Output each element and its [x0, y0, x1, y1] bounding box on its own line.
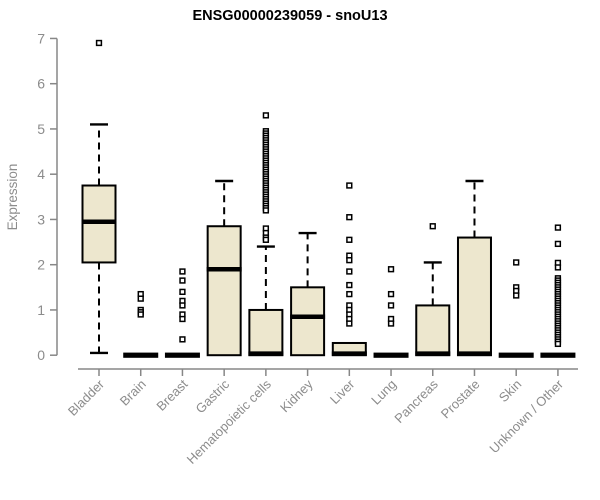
outlier-point	[179, 277, 186, 284]
x-tick-label: Gastric	[193, 376, 233, 416]
outlier-point	[554, 340, 562, 348]
x-tick-label: Bladder	[65, 376, 108, 419]
outlier-point	[554, 264, 562, 271]
box	[290, 286, 326, 357]
x-tick-label: Liver	[327, 376, 358, 407]
outlier-point	[346, 257, 353, 264]
x-tick-label: Pancreas	[391, 376, 441, 426]
chart-title: ENSG00000239059 - snoU13	[192, 8, 388, 24]
x-tick-label: Skin	[496, 377, 524, 405]
y-tick-label: 2	[37, 257, 45, 273]
collapsed-box	[540, 352, 576, 358]
y-tick-label: 0	[37, 347, 45, 363]
outlier-point	[179, 336, 186, 343]
x-tick-label: Unknown / Other	[486, 376, 566, 456]
outlier-point	[262, 207, 270, 214]
collapsed-box	[498, 352, 534, 358]
outlier-point	[262, 112, 270, 119]
y-tick-label: 4	[37, 166, 45, 182]
x-tick-label: Brain	[117, 377, 149, 409]
outlier-point	[346, 214, 353, 221]
outlier-point	[262, 236, 270, 243]
y-tick-label: 3	[37, 211, 45, 227]
outlier-point	[387, 290, 395, 298]
outlier-point	[346, 320, 353, 327]
outlier-point	[513, 259, 520, 266]
outlier-point	[346, 281, 353, 289]
outlier-point	[179, 268, 186, 275]
outlier-point	[346, 236, 353, 243]
outlier-point	[346, 290, 353, 298]
box	[248, 308, 284, 357]
outlier-point	[179, 302, 186, 309]
outlier-point	[346, 182, 353, 189]
x-tick-label: Breast	[153, 376, 190, 413]
box	[415, 304, 451, 357]
outlier-point	[554, 224, 562, 231]
outlier-point	[137, 311, 144, 318]
outlier-point	[387, 302, 395, 309]
collapsed-box	[373, 352, 409, 358]
outlier-point	[179, 315, 186, 323]
outlier-point	[137, 295, 144, 302]
outlier-point	[95, 39, 103, 47]
outlier-point	[346, 268, 353, 275]
box	[206, 225, 242, 357]
box	[456, 236, 492, 357]
outlier-point	[513, 292, 520, 299]
outlier-point	[387, 266, 395, 273]
x-tick-label: Kidney	[277, 376, 316, 415]
x-tick-label: Prostate	[438, 377, 483, 422]
y-axis-label: Expression	[5, 163, 20, 231]
y-tick-label: 5	[37, 121, 45, 137]
outlier-point	[387, 320, 395, 327]
box	[81, 184, 117, 264]
collapsed-box	[123, 352, 159, 358]
y-tick-label: 1	[37, 302, 45, 318]
outlier-point	[429, 223, 436, 230]
outlier-point	[554, 240, 562, 248]
y-tick-label: 6	[37, 76, 45, 92]
y-tick-label: 7	[37, 30, 45, 46]
x-tick-label: Lung	[368, 377, 399, 408]
collapsed-box	[164, 352, 200, 358]
outlier-point	[179, 288, 186, 296]
